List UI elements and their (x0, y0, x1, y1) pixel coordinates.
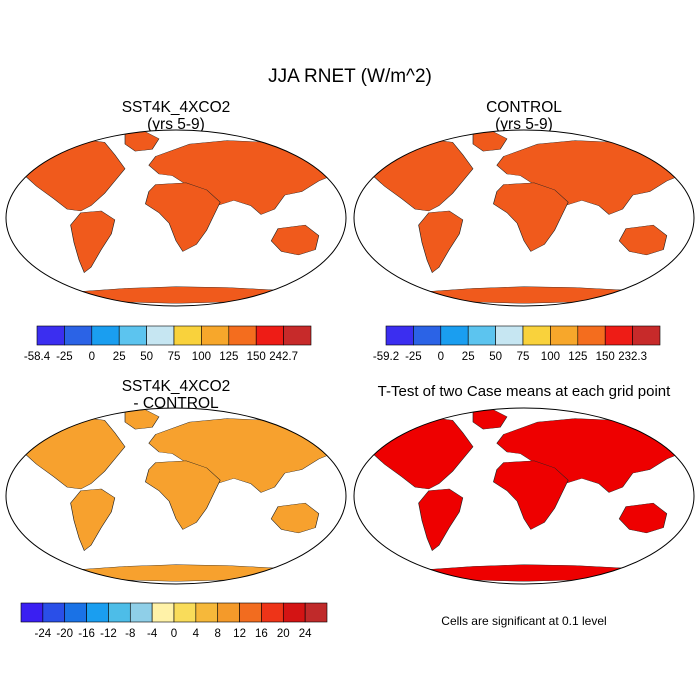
colorbar-box (632, 325, 661, 346)
panel-title: SST4K_4XCO2 (122, 99, 231, 116)
colorbar-label: 125 (568, 351, 587, 363)
colorbar-label: 25 (113, 351, 126, 363)
colorbar-box (201, 325, 230, 346)
colorbar-label: -20 (56, 628, 73, 640)
map-panel-3: SST4K_4XCO2- CONTROL-24 -20 -16 -12 -8 -4 0 4 8 1… (5, 378, 347, 640)
colorbar-box (64, 325, 93, 346)
colorbar-box (550, 325, 579, 346)
colorbar-label: -4 (147, 628, 158, 640)
colorbar-box (413, 325, 442, 346)
colorbar-label: 100 (541, 351, 560, 363)
colorbar-label: 50 (489, 351, 502, 363)
colorbar: -59.2 -25 0 25 50 75 100 125 150 232.3 (373, 325, 661, 363)
figure-title: JJA RNET (W/m^2) (268, 66, 432, 87)
panel-title: CONTROL (486, 99, 562, 116)
colorbar-box (151, 602, 175, 623)
colorbar-box (228, 325, 257, 346)
colorbar-label: 20 (277, 628, 290, 640)
panel-title: SST4K_4XCO2 (122, 378, 231, 395)
colorbar-label: 232.3 (618, 351, 647, 363)
panel-title: T-Test of two Case means at each grid po… (378, 383, 671, 400)
panel-subtitle: (yrs 5-9) (495, 116, 553, 133)
colorbar-label: 0 (438, 351, 444, 363)
colorbar-label: 0 (89, 351, 95, 363)
colorbar-label: 25 (462, 351, 475, 363)
colorbar-label: 24 (299, 628, 312, 640)
map-outline (353, 407, 695, 585)
map-outline (5, 407, 347, 585)
colorbar-box (467, 325, 496, 346)
colorbar-label: -58.4 (24, 351, 51, 363)
colorbar-label: -25 (405, 351, 422, 363)
colorbar-box (282, 602, 306, 623)
colorbar-box (495, 325, 524, 346)
colorbar-label: -24 (35, 628, 52, 640)
colorbar-box (255, 325, 284, 346)
map-panel-1: SST4K_4XCO2(yrs 5-9) -58.4 -25 0 25 50 75 100 12… (5, 99, 347, 363)
colorbar-label: 100 (192, 351, 211, 363)
colorbar-label: -12 (100, 628, 117, 640)
colorbar: -24 -20 -16 -12 -8 -4 0 4 8 12 16 20 24 (20, 602, 328, 640)
colorbar-box (173, 325, 202, 346)
colorbar-label: 16 (255, 628, 268, 640)
colorbar-label: 8 (215, 628, 221, 640)
panel-subtitle: (yrs 5-9) (147, 116, 205, 133)
colorbar-label: -59.2 (373, 351, 399, 363)
colorbar-box (440, 325, 469, 346)
colorbar-label: -8 (125, 628, 135, 640)
colorbar-label: 150 (247, 351, 266, 363)
colorbar-label: -25 (56, 351, 73, 363)
colorbar-box (385, 325, 414, 346)
colorbar-box (118, 325, 147, 346)
colorbar-box (64, 602, 87, 623)
colorbar-box (129, 602, 153, 623)
colorbar-label: -16 (78, 628, 95, 640)
colorbar-box (108, 602, 131, 623)
colorbar-box (577, 325, 606, 346)
colorbar-box (20, 602, 44, 623)
colorbar-label: 0 (171, 628, 177, 640)
colorbar-label: 75 (517, 351, 530, 363)
colorbar-label: 4 (193, 628, 200, 640)
map-panel-4: T-Test of two Case means at each grid po… (353, 383, 695, 628)
colorbar-label: 125 (219, 351, 238, 363)
colorbar-box (522, 325, 551, 346)
colorbar-label: 75 (168, 351, 181, 363)
colorbar-box (261, 602, 284, 623)
colorbar-label: 12 (233, 628, 246, 640)
colorbar-box (36, 325, 65, 346)
panel-footnote: Cells are significant at 0.1 level (441, 614, 606, 628)
map-panel-2: CONTROL(yrs 5-9) -59.2 -25 0 25 50 75 100 125 150… (353, 99, 695, 363)
colorbar-box (86, 602, 109, 623)
colorbar-box (42, 602, 66, 623)
map-outline (353, 129, 695, 307)
colorbar-box (239, 602, 262, 623)
colorbar-box (304, 602, 328, 623)
colorbar-box (283, 325, 312, 346)
colorbar-box (604, 325, 633, 346)
colorbar: -58.4 -25 0 25 50 75 100 125 150 242.7 (24, 325, 312, 363)
colorbar-label: 50 (140, 351, 153, 363)
map-outline (5, 129, 347, 307)
colorbar-box (195, 602, 219, 623)
colorbar-label: 242.7 (269, 351, 298, 363)
colorbar-box (91, 325, 120, 346)
colorbar-box (146, 325, 175, 346)
panel-subtitle: - CONTROL (133, 395, 219, 412)
colorbar-label: 150 (596, 351, 615, 363)
colorbar-box (217, 602, 240, 623)
colorbar-box (173, 602, 197, 623)
